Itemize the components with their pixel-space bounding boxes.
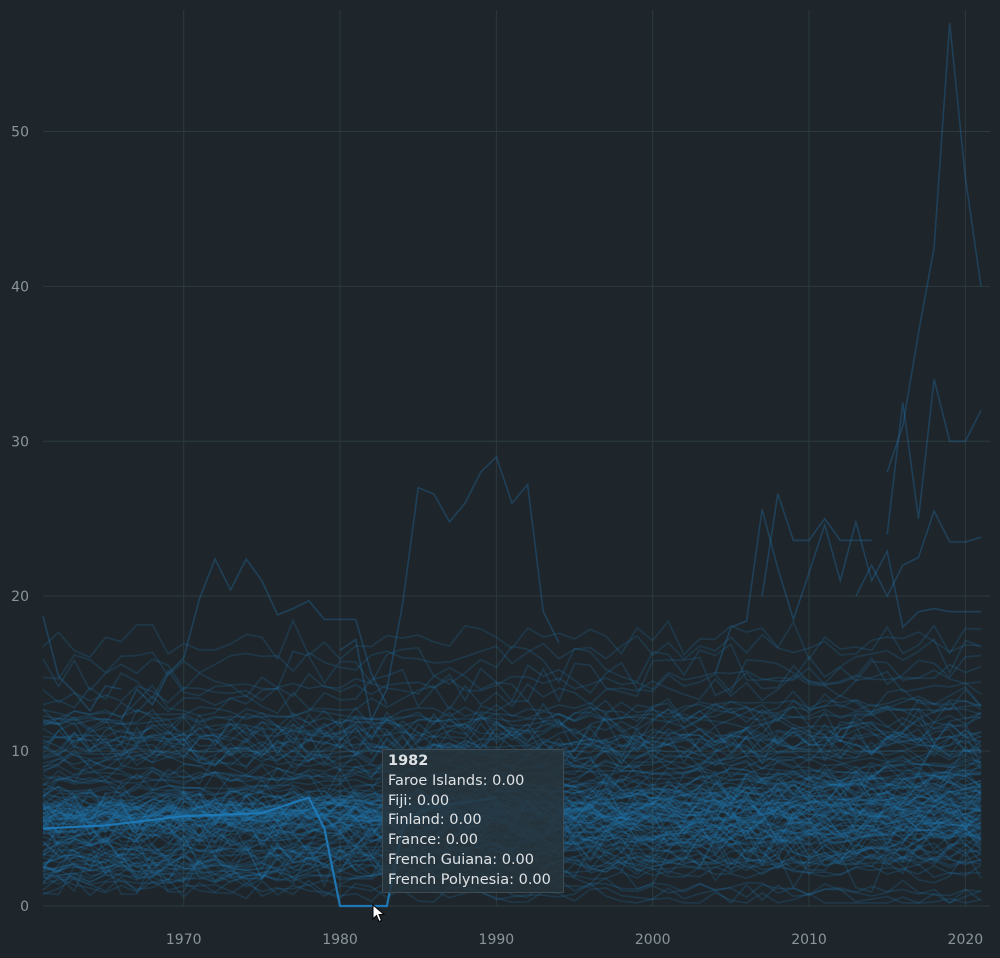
background-series-line	[42, 716, 982, 750]
background-series-line	[42, 714, 982, 743]
y-tick-label: 10	[11, 744, 29, 760]
x-tick-label: 1980	[322, 932, 358, 948]
background-series-line	[42, 710, 982, 773]
series-line	[886, 22, 982, 473]
series-line	[120, 557, 388, 721]
tooltip-entry: Fiji: 0.00	[388, 792, 450, 809]
background-series-line	[42, 686, 982, 752]
background-series-line	[42, 697, 982, 723]
y-axis-ticks: 0 10 20 30 40 50	[11, 124, 29, 915]
tooltip-entry: French Polynesia: 0.00	[388, 871, 551, 888]
hover-tooltip: 1982 Faroe Islands: 0.00 Fiji: 0.00 Finl…	[382, 749, 564, 893]
series-line	[761, 493, 872, 597]
background-series-line	[42, 708, 982, 726]
mouse-cursor-icon	[372, 904, 386, 923]
background-series-line	[42, 699, 982, 733]
background-series-line	[42, 722, 982, 770]
y-tick-label: 30	[11, 434, 29, 450]
background-series-line	[42, 722, 982, 770]
background-series-line	[42, 734, 982, 755]
y-tick-label: 40	[11, 279, 29, 295]
background-series-line	[42, 638, 982, 692]
background-series-line	[42, 618, 982, 661]
grid-lines	[43, 10, 990, 907]
background-series-line	[42, 654, 982, 724]
background-series-line	[42, 876, 982, 901]
background-series-line	[42, 703, 982, 739]
x-tick-label: 1970	[166, 932, 202, 948]
background-series-line	[42, 718, 982, 769]
background-series-line	[42, 708, 982, 754]
x-tick-label: 2010	[791, 932, 827, 948]
tooltip-entry: France: 0.00	[388, 832, 478, 849]
background-series-line	[42, 663, 982, 704]
series-line	[42, 616, 122, 713]
background-series-line	[42, 717, 982, 772]
y-tick-label: 20	[11, 589, 29, 605]
background-series-line	[42, 670, 982, 724]
background-series-line	[42, 659, 982, 709]
background-series-line	[42, 707, 982, 758]
background-series-line	[42, 872, 982, 905]
series-line	[855, 508, 982, 598]
x-axis-ticks: 1970 1980 1990 2000 2010 2020	[166, 932, 983, 948]
background-series-line	[42, 688, 982, 750]
x-tick-label: 1990	[479, 932, 515, 948]
series-line	[714, 509, 981, 674]
x-tick-label: 2020	[948, 932, 984, 948]
background-series-line	[42, 876, 982, 904]
background-series-line	[42, 631, 982, 680]
series-lines	[42, 22, 982, 908]
series-line	[886, 379, 982, 535]
y-tick-label: 50	[11, 124, 29, 140]
tooltip-entry: Finland: 0.00	[388, 812, 482, 829]
tooltip-year: 1982	[388, 753, 429, 769]
background-series-line	[42, 698, 982, 767]
series-line	[339, 455, 560, 723]
tooltip-entry: Faroe Islands: 0.00	[388, 772, 525, 789]
y-tick-label: 0	[20, 899, 29, 915]
x-tick-label: 2000	[635, 932, 671, 948]
tooltip-entry: French Guiana: 0.00	[388, 851, 535, 868]
